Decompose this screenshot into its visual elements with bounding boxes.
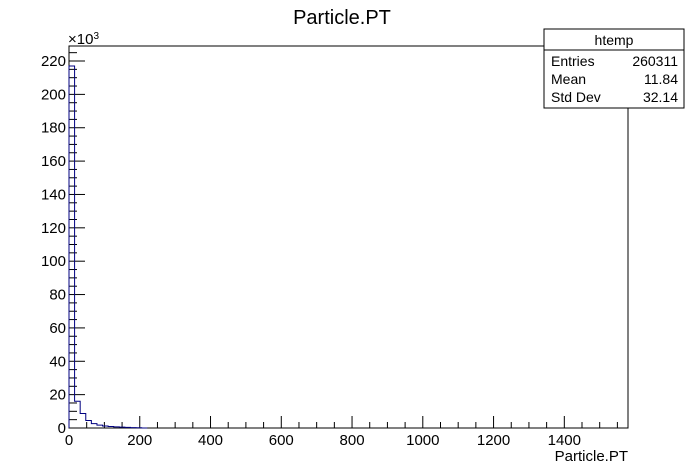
x-tick-label: 0 <box>65 432 73 449</box>
x-tick-label: 1400 <box>548 432 581 449</box>
y-tick-label: 0 <box>58 420 66 437</box>
x-tick-label: 400 <box>198 432 223 449</box>
stats-box: htemp Entries 260311 Mean 11.84 Std Dev … <box>543 28 685 109</box>
x-axis-label: Particle.PT <box>555 448 628 465</box>
y-tick-label: 160 <box>41 153 66 170</box>
y-tick-label: 120 <box>41 220 66 237</box>
x-axis: 0 200 400 600 800 1000 1200 1400 <box>65 416 618 449</box>
y-tick-label: 60 <box>49 320 66 337</box>
y-axis: 0 20 40 60 80 100 120 140 160 180 200 220 <box>41 52 85 437</box>
stats-entries-value: 260311 <box>632 53 678 69</box>
stats-mean-value: 11.84 <box>644 71 678 87</box>
chart-title: Particle.PT <box>293 7 391 29</box>
x-tick-label: 1200 <box>477 432 510 449</box>
stats-entries-label: Entries <box>551 53 595 69</box>
stats-box-frame <box>543 28 685 109</box>
y-tick-label: 40 <box>49 353 66 370</box>
histogram-series <box>68 65 148 429</box>
y-tick-label: 80 <box>49 287 66 304</box>
y-tick-label: 140 <box>41 186 66 203</box>
stats-stddev-label: Std Dev <box>551 89 601 105</box>
x-tick-label: 800 <box>340 432 365 449</box>
x-tick-label: 600 <box>269 432 294 449</box>
y-multiplier-label: ×103 <box>68 31 99 49</box>
stats-mean-label: Mean <box>551 71 586 87</box>
stats-box-title: htemp <box>595 32 634 48</box>
y-tick-label: 200 <box>41 86 66 103</box>
x-tick-label: 200 <box>127 432 152 449</box>
x-tick-label: 1000 <box>406 432 439 449</box>
y-tick-label: 220 <box>41 53 66 70</box>
y-tick-label: 180 <box>41 120 66 137</box>
y-tick-label: 20 <box>49 387 66 404</box>
y-tick-label: 100 <box>41 253 66 270</box>
stats-stddev-value: 32.14 <box>643 89 678 105</box>
